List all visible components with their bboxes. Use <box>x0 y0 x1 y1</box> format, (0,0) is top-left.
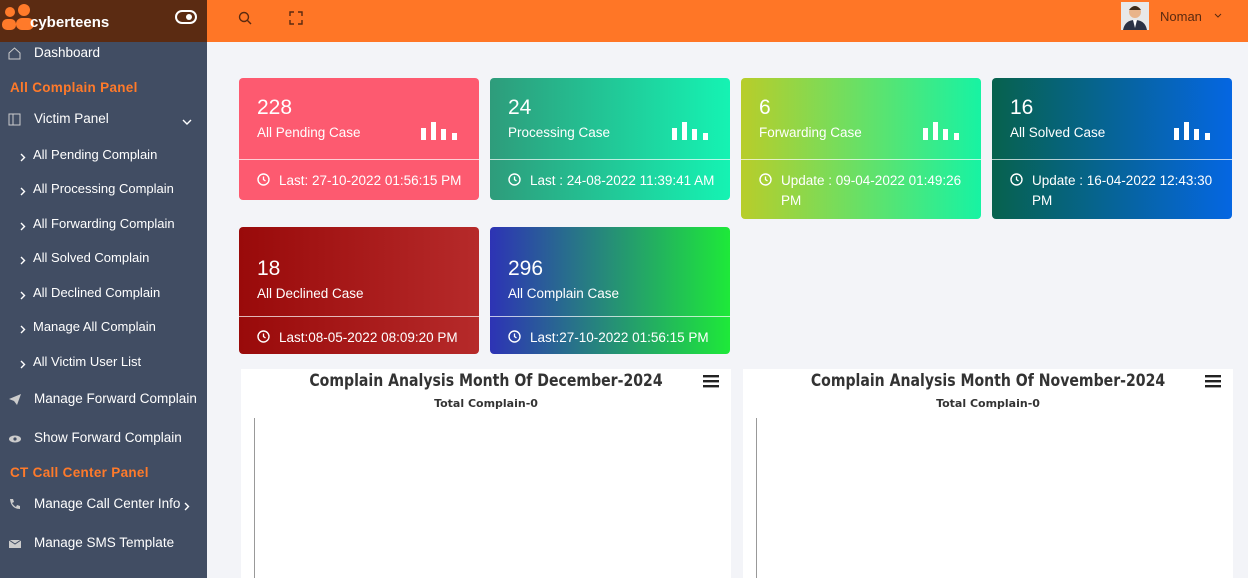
brand: cyberteens <box>30 14 110 31</box>
fullscreen-icon[interactable] <box>289 11 303 25</box>
card-title: All Complain Case <box>508 286 620 301</box>
menu-item[interactable]: Manage Forward Complain <box>0 391 207 409</box>
menu-icon <box>8 47 21 63</box>
menu-icon <box>8 113 21 129</box>
menu-item[interactable]: Dashboard <box>0 45 207 63</box>
stat-card[interactable]: 228 All Pending Case Last: 27-10-2022 01:5… <box>239 78 479 200</box>
menu-item[interactable]: Show Forward Complain <box>0 430 207 448</box>
submenu-item[interactable]: All Declined Complain <box>0 285 207 303</box>
toggle[interactable] <box>175 10 197 24</box>
card-count: 296 <box>508 257 544 280</box>
chart-subtitle: Total Complain-0 <box>936 397 1040 410</box>
chart-subtitle: Total Complain-0 <box>434 397 538 410</box>
menu-item[interactable]: Manage Call Center Info <box>0 496 207 514</box>
card-divider <box>490 316 730 317</box>
menu-icon <box>8 432 22 448</box>
logo-icon <box>2 4 34 30</box>
chart-panel: Complain Analysis Month Of November-2024… <box>743 369 1233 578</box>
chart-axis <box>756 418 757 578</box>
stat-card[interactable]: 296 All Complain Case Last:27-10-2022 01:5… <box>490 227 730 354</box>
submenu-arrow <box>20 253 26 268</box>
submenu-item[interactable]: Manage All Complain <box>0 319 207 337</box>
menu-item[interactable]: Victim Panel <box>0 111 207 129</box>
chart-menu[interactable] <box>1205 375 1221 393</box>
avatar[interactable] <box>1121 2 1149 30</box>
logo[interactable]: cyberteens <box>0 0 207 42</box>
card-count: 24 <box>508 96 532 119</box>
submenu-item[interactable]: All Processing Complain <box>0 181 207 199</box>
card-count: 16 <box>1010 96 1034 119</box>
submenu-label: All Victim User List <box>33 354 142 369</box>
menu-caret <box>184 499 190 514</box>
card-title: Forwarding Case <box>759 125 862 140</box>
chart-title: Complain Analysis Month Of December-2024 <box>309 371 663 391</box>
chart-panel: Complain Analysis Month Of December-2024… <box>241 369 731 578</box>
submenu-label: All Declined Complain <box>33 285 161 300</box>
menu-label: Manage Forward Complain <box>34 391 197 406</box>
submenu-label: All Solved Complain <box>33 250 150 265</box>
submenu-arrow <box>20 150 26 165</box>
user-caret[interactable] <box>1214 13 1222 19</box>
chart-menu[interactable] <box>703 375 719 393</box>
card-divider <box>490 159 730 160</box>
menu-icon <box>8 393 22 409</box>
stat-card[interactable]: 6 Forwarding Case Update : 09-04-2022 01:4… <box>741 78 981 219</box>
submenu-arrow <box>20 288 26 303</box>
sidebar: cyberteens Dashboard All Complain Panel Vi… <box>0 0 207 578</box>
card-count: 228 <box>257 96 293 119</box>
stat-card[interactable]: 18 All Declined Case Last:08-05-2022 08:09… <box>239 227 479 354</box>
card-footer: Update : 16-04-2022 12:43:30 PM <box>1032 173 1213 208</box>
menu-icon <box>8 498 21 514</box>
submenu-item[interactable]: All Forwarding Complain <box>0 216 207 234</box>
card-footer: Last:08-05-2022 08:09:20 PM <box>279 330 458 345</box>
chart-title: Complain Analysis Month Of November-2024 <box>810 371 1166 391</box>
submenu-arrow <box>20 184 26 199</box>
card-footer: Last:27-10-2022 01:56:15 PM <box>530 330 709 345</box>
card-title: All Solved Case <box>1010 125 1106 140</box>
card-divider <box>239 316 479 317</box>
menu-heading: CT Call Center Panel <box>10 465 149 480</box>
card-divider <box>239 159 479 160</box>
menu-caret <box>182 114 192 129</box>
submenu-label: All Processing Complain <box>33 181 174 196</box>
submenu-arrow <box>20 219 26 234</box>
menu-item[interactable]: Manage SMS Template <box>0 535 207 553</box>
stat-card[interactable]: 16 All Solved Case Update : 16-04-2022 12:… <box>992 78 1232 219</box>
stat-card[interactable]: 24 Processing Case Last : 24-08-2022 11:39… <box>490 78 730 200</box>
submenu-label: Manage All Complain <box>33 319 156 334</box>
card-title: All Pending Case <box>257 125 361 140</box>
search-icon[interactable] <box>238 11 252 25</box>
card-divider <box>992 159 1232 160</box>
user-name[interactable]: Noman <box>1160 9 1202 24</box>
submenu-arrow <box>20 322 26 337</box>
menu-label: Show Forward Complain <box>34 430 182 445</box>
submenu-item[interactable]: All Solved Complain <box>0 250 207 268</box>
submenu-item[interactable]: All Victim User List <box>0 354 207 372</box>
card-footer: Update : 09-04-2022 01:49:26 PM <box>781 173 962 208</box>
menu-heading: All Complain Panel <box>10 80 138 95</box>
submenu-label: All Pending Complain <box>33 147 158 162</box>
card-footer: Last : 24-08-2022 11:39:41 AM <box>530 173 715 188</box>
menu-label: Manage SMS Template <box>34 535 175 550</box>
card-count: 18 <box>257 257 281 280</box>
submenu-label: All Forwarding Complain <box>33 216 175 231</box>
submenu-arrow <box>20 357 26 372</box>
topbar: Noman <box>207 0 1248 42</box>
card-footer: Last: 27-10-2022 01:56:15 PM <box>279 173 462 188</box>
menu-label: Manage Call Center Info <box>34 496 181 511</box>
card-title: All Declined Case <box>257 286 364 301</box>
card-count: 6 <box>759 96 771 119</box>
menu-label: Victim Panel <box>34 111 109 126</box>
card-title: Processing Case <box>508 125 611 140</box>
card-divider <box>741 159 981 160</box>
submenu-item[interactable]: All Pending Complain <box>0 147 207 165</box>
menu-label: Dashboard <box>34 45 101 60</box>
chart-axis <box>254 418 255 578</box>
menu-icon <box>8 537 22 553</box>
